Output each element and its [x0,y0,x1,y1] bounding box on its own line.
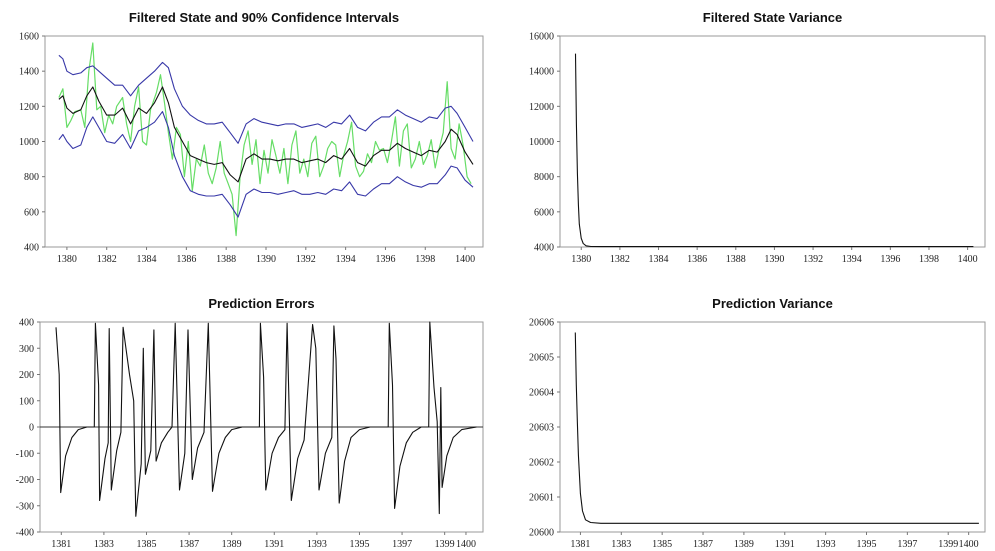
y-tick-label: -200 [16,475,34,486]
x-tick-label: 1387 [179,539,199,550]
y-tick-label: 800 [24,172,39,183]
chart-title: Filtered State and 90% Confidence Interv… [129,10,399,25]
y-tick-label: 8000 [534,172,554,183]
y-tick-label: 1000 [19,137,39,148]
x-tick-label: 1381 [570,539,590,550]
x-tick-label: 1389 [222,539,242,550]
x-tick-label: 1399 [938,539,958,550]
x-tick-label: 1396 [375,254,395,265]
x-tick-label: 1398 [415,254,435,265]
series-line-observed [58,42,472,237]
x-tick-label: 1392 [296,254,316,265]
x-tick-label: 1400 [456,539,476,550]
x-tick-label: 1390 [256,254,276,265]
x-tick-label: 1393 [307,539,327,550]
y-tick-label: 20606 [529,318,554,329]
x-tick-label: 1392 [803,254,823,265]
y-tick-label: 400 [19,318,34,329]
y-tick-label: 100 [19,396,34,407]
x-tick-label: 1395 [856,539,876,550]
x-tick-label: 1396 [880,254,900,265]
x-tick-label: 1388 [726,254,746,265]
y-tick-label: 200 [19,370,34,381]
x-tick-label: 1400 [455,254,475,265]
y-tick-label: 1400 [19,67,39,78]
x-tick-label: 1383 [611,539,631,550]
y-tick-label: 20602 [529,458,554,469]
x-tick-label: 1397 [897,539,917,550]
plot-frame [559,35,986,248]
x-tick-label: 1397 [392,539,412,550]
series-line [574,332,979,524]
plot-frame [559,321,986,533]
chart-panel-p1: Filtered State and 90% Confidence Interv… [19,10,484,265]
x-tick-label: 1388 [216,254,236,265]
y-tick-label: 400 [24,243,39,254]
x-tick-label: 1393 [816,539,836,550]
chart-panel-p4: Prediction Variance 20600 20601 20602 20603 2… [529,296,986,550]
series-line [55,321,477,517]
x-tick-label: 1395 [349,539,369,550]
y-tick-label: 0 [29,423,34,434]
series-line [574,53,974,248]
x-tick-label: 1385 [136,539,156,550]
y-tick-label: -300 [16,501,34,512]
chart-title: Filtered State Variance [703,10,842,25]
x-tick-label: 1400 [959,539,979,550]
x-tick-label: 1385 [652,539,672,550]
y-tick-label: 20605 [529,353,554,364]
x-tick-label: 1390 [764,254,784,265]
x-tick-label: 1394 [336,254,356,265]
y-tick-label: -400 [16,528,34,539]
x-tick-label: 1387 [693,539,713,550]
y-tick-label: 1200 [19,102,39,113]
chart-title: Prediction Variance [712,296,833,311]
chart-title: Prediction Errors [208,296,314,311]
x-tick-label: 1398 [919,254,939,265]
y-tick-label: 20601 [529,493,554,504]
y-tick-label: 10000 [529,137,554,148]
x-tick-label: 1384 [649,254,669,265]
y-tick-label: 12000 [529,102,554,113]
x-tick-label: 1391 [264,539,284,550]
y-tick-label: 4000 [534,243,554,254]
y-tick-label: 1600 [19,32,39,43]
x-tick-label: 1383 [94,539,114,550]
x-tick-label: 1399 [435,539,455,550]
x-tick-label: 1389 [734,539,754,550]
chart-panel-p3: Prediction Errors -400 -300 -200 -100 0 100 200… [16,296,484,550]
series-line-lower [58,111,474,218]
chart-panel-p2: Filtered State Variance 4000 6000 8000 10000… [529,10,986,265]
x-tick-label: 1391 [775,539,795,550]
x-tick-label: 1394 [842,254,862,265]
x-tick-label: 1386 [687,254,707,265]
y-tick-label: 20600 [529,528,554,539]
y-tick-label: 20604 [529,388,554,399]
y-tick-label: 20603 [529,423,554,434]
y-tick-label: 6000 [534,207,554,218]
x-tick-label: 1384 [137,254,157,265]
y-tick-label: -100 [16,449,34,460]
x-tick-label: 1380 [57,254,77,265]
x-tick-label: 1382 [610,254,630,265]
series-line-filtered [58,86,474,183]
x-tick-label: 1380 [571,254,591,265]
y-tick-label: 600 [24,207,39,218]
x-tick-label: 1382 [97,254,117,265]
y-tick-label: 16000 [529,32,554,43]
y-tick-label: 14000 [529,67,554,78]
y-tick-label: 300 [19,344,34,355]
plot-frame [44,35,484,248]
x-tick-label: 1400 [958,254,978,265]
x-tick-label: 1386 [176,254,196,265]
x-tick-label: 1381 [51,539,71,550]
series-line-upper [58,54,474,144]
